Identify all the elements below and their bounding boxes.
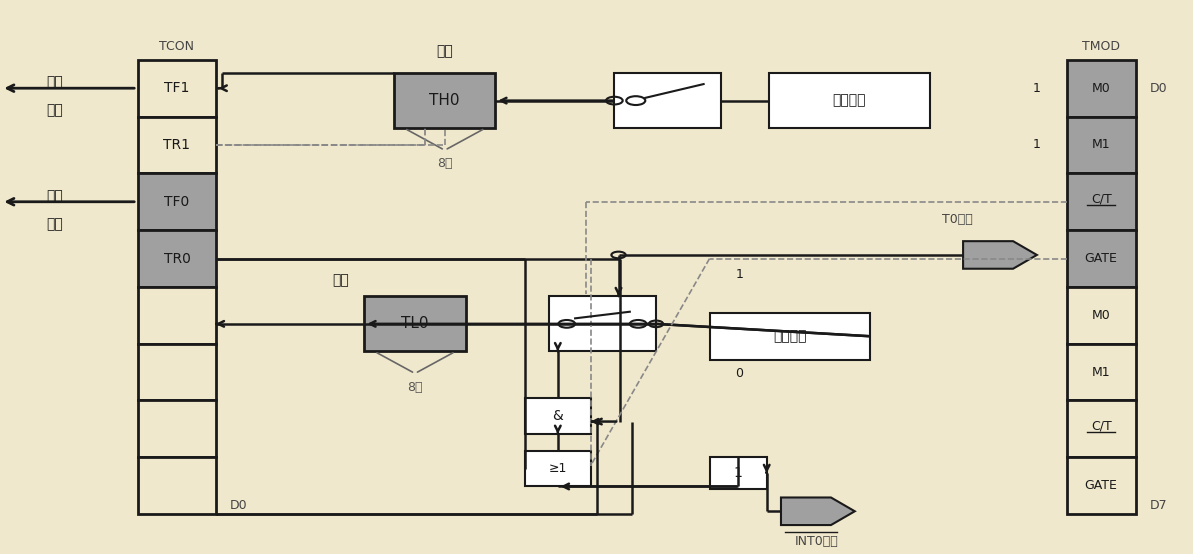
FancyBboxPatch shape	[138, 343, 216, 401]
FancyBboxPatch shape	[1067, 116, 1136, 173]
FancyBboxPatch shape	[1067, 173, 1136, 230]
Text: TH0: TH0	[429, 93, 460, 108]
Text: C/T: C/T	[1090, 419, 1112, 433]
Text: 溢出: 溢出	[332, 273, 350, 287]
FancyBboxPatch shape	[364, 296, 465, 351]
Text: TMOD: TMOD	[1082, 39, 1120, 53]
FancyBboxPatch shape	[525, 450, 591, 486]
FancyBboxPatch shape	[614, 73, 722, 128]
Text: ≥1: ≥1	[549, 462, 567, 475]
FancyBboxPatch shape	[138, 457, 216, 514]
FancyBboxPatch shape	[138, 287, 216, 343]
Text: &: &	[552, 409, 563, 423]
FancyBboxPatch shape	[138, 173, 216, 230]
Text: TCON: TCON	[160, 39, 194, 53]
Text: GATE: GATE	[1084, 252, 1118, 265]
Text: 1: 1	[1033, 81, 1040, 95]
FancyBboxPatch shape	[710, 457, 767, 489]
FancyBboxPatch shape	[138, 401, 216, 457]
Text: M0: M0	[1092, 81, 1111, 95]
Text: TF1: TF1	[165, 81, 190, 95]
Text: TR0: TR0	[163, 252, 191, 265]
Text: TR1: TR1	[163, 138, 191, 152]
FancyBboxPatch shape	[1067, 287, 1136, 343]
Text: 中断: 中断	[47, 217, 63, 231]
Text: M1: M1	[1092, 138, 1111, 151]
Text: M1: M1	[1092, 366, 1111, 378]
FancyBboxPatch shape	[769, 73, 929, 128]
FancyBboxPatch shape	[1067, 60, 1136, 116]
Text: M0: M0	[1092, 309, 1111, 322]
FancyBboxPatch shape	[525, 398, 591, 434]
Polygon shape	[963, 241, 1037, 269]
Text: TL0: TL0	[401, 316, 428, 331]
Text: 8位: 8位	[407, 381, 422, 394]
Text: GATE: GATE	[1084, 479, 1118, 492]
Text: 溢出: 溢出	[437, 44, 453, 58]
Text: 机器周期: 机器周期	[773, 329, 806, 343]
Text: C/T: C/T	[1090, 192, 1112, 206]
FancyBboxPatch shape	[394, 73, 495, 128]
FancyBboxPatch shape	[138, 116, 216, 173]
Text: 申请: 申请	[47, 76, 63, 90]
Text: 1: 1	[1033, 138, 1040, 151]
FancyBboxPatch shape	[1067, 230, 1136, 287]
FancyBboxPatch shape	[138, 60, 216, 116]
Text: D0: D0	[230, 499, 247, 512]
FancyBboxPatch shape	[1067, 343, 1136, 401]
Text: 机器周期: 机器周期	[833, 94, 866, 107]
Text: D0: D0	[1150, 81, 1168, 95]
Text: 0: 0	[735, 367, 743, 380]
FancyBboxPatch shape	[710, 313, 870, 360]
Text: 中断: 中断	[47, 103, 63, 117]
FancyBboxPatch shape	[1067, 457, 1136, 514]
FancyBboxPatch shape	[549, 296, 656, 351]
Text: 1: 1	[734, 466, 742, 480]
Text: TF0: TF0	[165, 195, 190, 209]
Text: INT0引脚: INT0引脚	[795, 535, 839, 548]
Text: D7: D7	[1150, 499, 1168, 512]
Text: 申请: 申请	[47, 189, 63, 203]
FancyBboxPatch shape	[1067, 401, 1136, 457]
Text: 1: 1	[735, 268, 743, 281]
FancyBboxPatch shape	[138, 230, 216, 287]
Text: 8位: 8位	[437, 157, 452, 171]
Text: T0引脚: T0引脚	[941, 213, 972, 225]
Polygon shape	[781, 497, 854, 525]
